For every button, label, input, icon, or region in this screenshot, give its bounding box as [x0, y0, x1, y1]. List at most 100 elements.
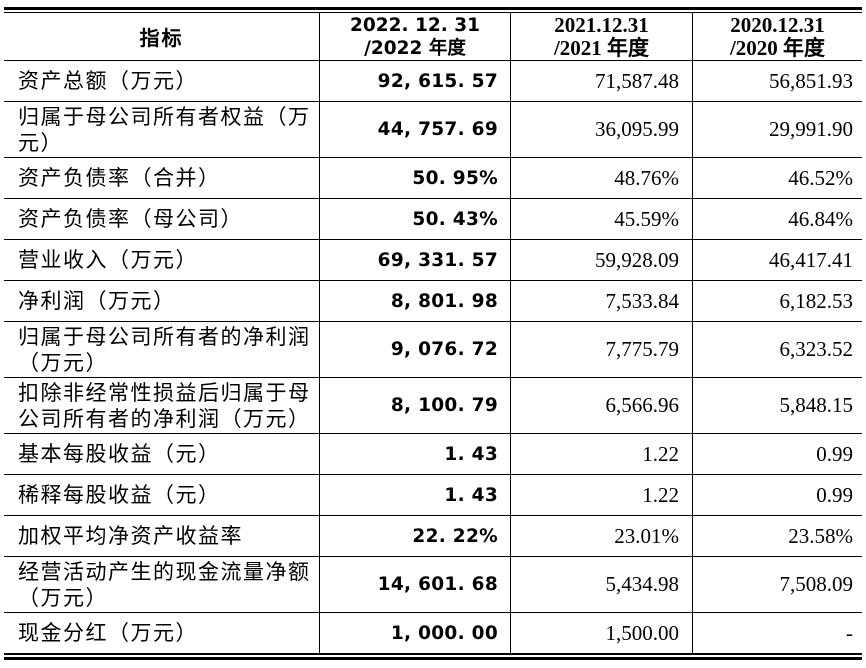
value-2022: 50. 95%: [412, 167, 498, 189]
value-cell-2021: 45.59%: [510, 199, 692, 239]
indicator-cell: 资产负债率（母公司）: [4, 199, 319, 239]
value-2022: 9, 076. 72: [390, 339, 498, 360]
value-2021: 71,587.48: [595, 68, 679, 93]
value-cell-2022: 44, 757. 69: [319, 102, 510, 157]
value-cell-2022: 50. 95%: [319, 158, 510, 198]
value-2020: 29,991.90: [769, 117, 853, 141]
table-row-weighted-avg-roe: 加权平均净资产收益率 22. 22% 23.01% 23.58%: [4, 516, 862, 557]
table-bottom-double-rule: [4, 654, 862, 660]
value-cell-2020: 6,323.52: [692, 322, 862, 377]
table-row-net-profit-after-nonrecurring: 扣除非经常性损益后归属于母 公司所有者的净利润（万元） 8, 100. 79 6…: [4, 378, 862, 434]
indicator-cell: 经营活动产生的现金流量净额 （万元）: [4, 557, 319, 612]
value-2022: 8, 100. 79: [390, 395, 498, 416]
value-cell-2020: 0.99: [692, 475, 862, 515]
value-2020: 5,848.15: [779, 393, 854, 417]
value-2022: 44, 757. 69: [377, 119, 498, 140]
value-cell-2020: 23.58%: [692, 516, 862, 556]
value-2021: 48.76%: [614, 165, 679, 190]
value-cell-2020: 46,417.41: [692, 240, 862, 280]
value-cell-2022: 9, 076. 72: [319, 322, 510, 377]
indicator-cell: 归属于母公司所有者的净利润 （万元）: [4, 322, 319, 377]
indicator-cell: 资产负债率（合并）: [4, 158, 319, 198]
indicator-cell: 基本每股收益（元）: [4, 434, 319, 474]
value-2022: 14, 601. 68: [377, 574, 498, 595]
value-2021: 23.01%: [614, 523, 679, 548]
value-2021: 36,095.99: [595, 117, 679, 141]
value-cell-2022: 50. 43%: [319, 199, 510, 239]
value-cell-2020: 56,851.93: [692, 61, 862, 101]
indicator-label: 经营活动产生的现金流量净额 （万元）: [18, 559, 311, 610]
indicator-label: 资产总额（万元）: [18, 69, 198, 93]
value-2020: 46,417.41: [769, 247, 853, 272]
value-cell-2021: 71,587.48: [510, 61, 692, 101]
value-2021: 7,775.79: [605, 337, 680, 361]
value-2021: 59,928.09: [595, 247, 679, 272]
value-2021: 1.22: [642, 441, 679, 466]
value-cell-2020: 5,848.15: [692, 378, 862, 433]
value-cell-2020: 0.99: [692, 434, 862, 474]
value-cell-2021: 1.22: [510, 475, 692, 515]
value-cell-2021: 1.22: [510, 434, 692, 474]
indicator-label: 归属于母公司所有者权益（万 元）: [18, 104, 311, 155]
value-cell-2021: 1,500.00: [510, 613, 692, 653]
value-2020: 0.99: [816, 482, 853, 507]
header-2021-year: /2021 年度: [553, 35, 650, 60]
value-2022: 69, 331. 57: [377, 249, 498, 271]
value-cell-2021: 48.76%: [510, 158, 692, 198]
value-cell-2020: 29,991.90: [692, 102, 862, 157]
value-2020: 7,508.09: [779, 572, 854, 596]
indicator-label: 资产负债率（合并）: [18, 166, 221, 190]
header-cell-indicator: 指标: [4, 13, 319, 60]
value-cell-2020: -: [692, 613, 862, 653]
value-cell-2021: 5,434.98: [510, 557, 692, 612]
value-2022: 1. 43: [444, 484, 498, 506]
value-cell-2021: 36,095.99: [510, 102, 692, 157]
value-cell-2021: 6,566.96: [510, 378, 692, 433]
value-2022: 50. 43%: [412, 208, 498, 230]
table-row-total-assets: 资产总额（万元） 92, 615. 57 71,587.48 56,851.93: [4, 61, 862, 102]
indicator-cell: 稀释每股收益（元）: [4, 475, 319, 515]
value-cell-2021: 7,775.79: [510, 322, 692, 377]
value-2021: 5,434.98: [605, 572, 680, 596]
value-cell-2022: 1. 43: [319, 475, 510, 515]
value-2020: 0.99: [816, 441, 853, 466]
header-cell-2020: 2020.12.31 /2020 年度: [692, 13, 862, 60]
value-2021: 45.59%: [614, 206, 679, 231]
table-row-parent-equity: 归属于母公司所有者权益（万 元） 44, 757. 69 36,095.99 2…: [4, 102, 862, 158]
value-cell-2020: 6,182.53: [692, 281, 862, 321]
header-2021-date: 2021.12.31: [554, 13, 649, 37]
value-2020: 6,323.52: [779, 337, 854, 361]
value-cell-2021: 7,533.84: [510, 281, 692, 321]
value-2022: 92, 615. 57: [377, 70, 498, 92]
indicator-label: 扣除非经常性损益后归属于母 公司所有者的净利润（万元）: [18, 380, 311, 431]
value-2022: 8, 801. 98: [390, 290, 498, 312]
indicator-cell: 现金分红（万元）: [4, 613, 319, 653]
indicator-cell: 归属于母公司所有者权益（万 元）: [4, 102, 319, 157]
value-cell-2022: 1. 43: [319, 434, 510, 474]
indicator-label: 资产负债率（母公司）: [18, 207, 243, 231]
indicator-label: 净利润（万元）: [18, 289, 176, 313]
table-row-net-profit: 净利润（万元） 8, 801. 98 7,533.84 6,182.53: [4, 281, 862, 322]
value-2020: 46.84%: [788, 206, 853, 231]
indicator-label: 加权平均净资产收益率: [18, 524, 243, 548]
header-2020-date: 2020.12.31: [730, 13, 825, 37]
table-row-debt-ratio-consolidated: 资产负债率（合并） 50. 95% 48.76% 46.52%: [4, 158, 862, 199]
value-2020: 23.58%: [788, 523, 853, 548]
value-cell-2022: 22. 22%: [319, 516, 510, 556]
indicator-cell: 净利润（万元）: [4, 281, 319, 321]
table-row-cash-dividend: 现金分红（万元） 1, 000. 00 1,500.00 -: [4, 613, 862, 654]
value-cell-2021: 23.01%: [510, 516, 692, 556]
value-cell-2020: 46.84%: [692, 199, 862, 239]
indicator-label: 稀释每股收益（元）: [18, 483, 221, 507]
value-2022: 22. 22%: [412, 525, 498, 547]
value-cell-2022: 69, 331. 57: [319, 240, 510, 280]
header-cell-2021: 2021.12.31 /2021 年度: [510, 13, 692, 60]
value-cell-2022: 14, 601. 68: [319, 557, 510, 612]
value-2020: 6,182.53: [779, 288, 854, 313]
table-row-net-profit-parent: 归属于母公司所有者的净利润 （万元） 9, 076. 72 7,775.79 6…: [4, 322, 862, 378]
header-cell-2022: 2022. 12. 31 /2022 年度: [319, 13, 510, 60]
value-cell-2020: 46.52%: [692, 158, 862, 198]
table-header-row: 指标 2022. 12. 31 /2022 年度 2021.12.31 /202…: [4, 13, 862, 61]
header-2020-year: /2020 年度: [729, 35, 826, 60]
